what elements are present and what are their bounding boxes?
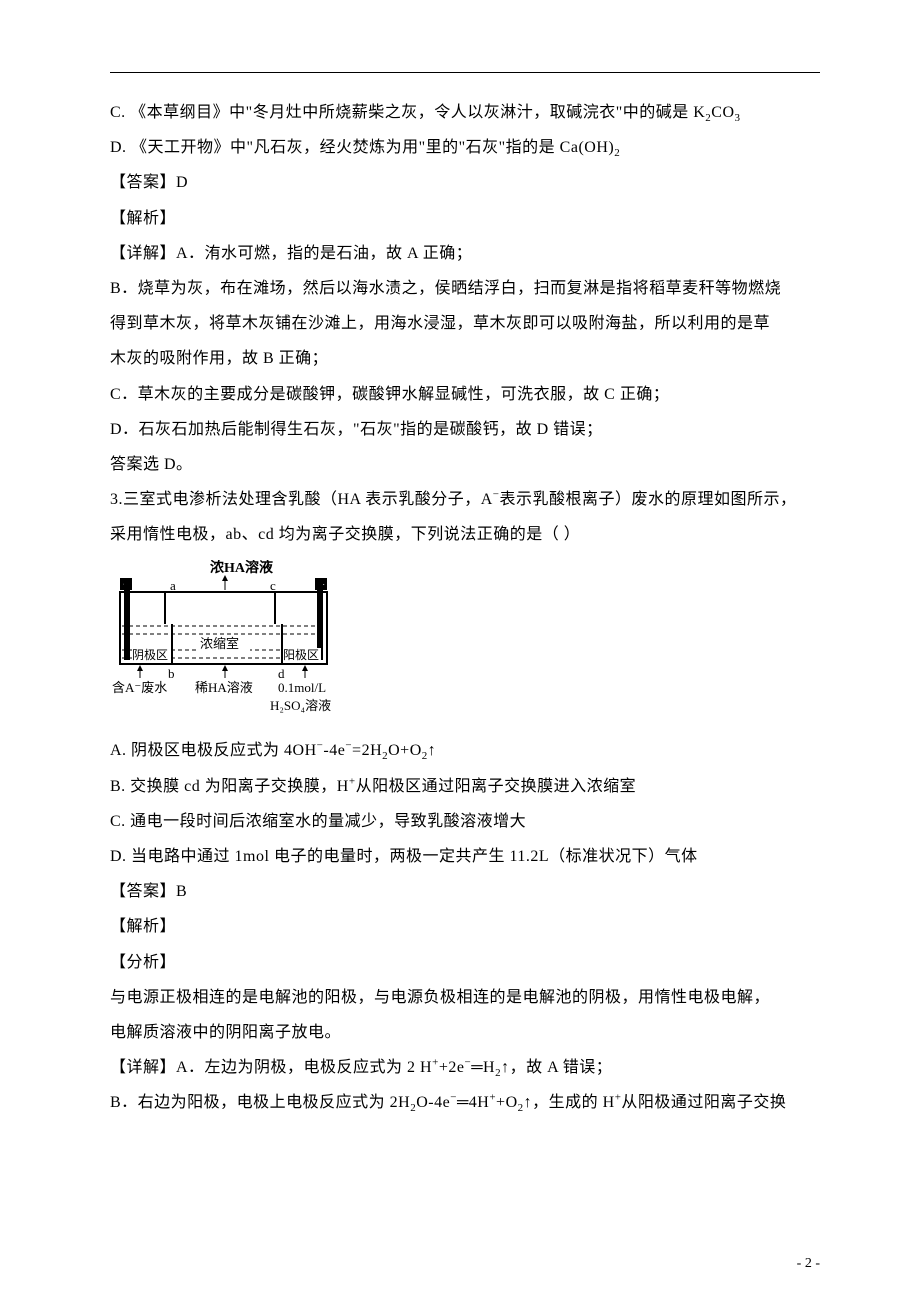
xj2a-sup: +	[432, 1057, 439, 1069]
electrodialysis-diagram: 浓HA溶液 − + a c	[110, 560, 340, 725]
answer-line: 答案选 D。	[110, 447, 820, 482]
option-c-sub2: 3	[735, 112, 741, 124]
opta-1: A. 阴极区电极反应式为 4OH	[110, 742, 317, 759]
opta-arrow: ↑	[428, 742, 437, 759]
label-d: d	[278, 666, 285, 681]
xiangjie-d: D．石灰石加热后能制得生石灰，"石灰"指的是碳酸钙，故 D 错误；	[110, 412, 820, 447]
xiangjie-b2: 得到草木灰，将草木灰铺在沙滩上，用海水浸湿，草木灰即可以吸附海盐，所以利用的是草	[110, 306, 820, 341]
dlabel-br1: 0.1mol/L	[278, 680, 326, 695]
option-c-text: C. 《本草纲目》中"冬月灶中所烧薪柴之灰，令人以灰淋汁，取碱浣衣"中的碱是 K	[110, 104, 705, 121]
xiangjie-b1: B．烧草为灰，布在滩场，然后以海水渍之，侯晒结浮白，扫而复淋是指将稻草麦秆等物燃…	[110, 271, 820, 306]
diagram-svg: 浓HA溶液 − + a c	[110, 560, 340, 725]
label-a-top: a	[170, 578, 176, 593]
q3-option-b: B. 交换膜 cd 为阳离子交换膜，H+从阳极区通过阳离子交换膜进入浓缩室	[110, 769, 820, 804]
option-d: D. 《天工开物》中"凡石灰，经火焚炼为用"里的"石灰"指的是 Ca(OH)2	[110, 130, 820, 165]
dlabel-right-region: 阳极区	[283, 648, 319, 662]
page: C. 《本草纲目》中"冬月灶中所烧薪柴之灰，令人以灰淋汁，取碱浣衣"中的碱是 K…	[0, 0, 920, 1302]
xj2a-1: 【详解】A．左边为阴极，电极反应式为 2 H	[110, 1059, 432, 1076]
answer-1: 【答案】D	[110, 165, 820, 200]
jiexi-2: 【解析】	[110, 909, 820, 944]
label-b: b	[168, 666, 175, 681]
xj2b-mid: O-4e	[416, 1094, 450, 1111]
page-number: - 2 -	[797, 1256, 820, 1272]
cathode	[124, 580, 130, 660]
option-d-text: D. 《天工开物》中"凡石灰，经火焚炼为用"里的"石灰"指的是 Ca(OH)	[110, 139, 614, 156]
dlabel-br2: H₂SO₄溶液	[270, 698, 331, 713]
optb-sup: +	[349, 775, 356, 787]
q3-sup1: −	[493, 489, 500, 501]
xiangjie-b3: 木灰的吸附作用，故 B 正确；	[110, 341, 820, 376]
xj2b-tail: ↑，生成的 H	[524, 1094, 615, 1111]
opta-tail2: O+O	[388, 742, 422, 759]
q3-option-d: D. 当电路中通过 1mol 电子的电量时，两极一定共产生 11.2L（标准状况…	[110, 839, 820, 874]
xj2-a: 【详解】A．左边为阴极，电极反应式为 2 H++2e−═H2↑，故 A 错误；	[110, 1050, 820, 1085]
optb-1: B. 交换膜 cd 为阳离子交换膜，H	[110, 778, 349, 795]
option-c-tail: CO	[711, 104, 734, 121]
xj2b-eq: ═4H	[457, 1094, 489, 1111]
dlabel-bm: 稀HA溶液	[195, 680, 253, 695]
q3-option-c: C. 通电一段时间后浓缩室水的量减少，导致乳酸溶液增大	[110, 804, 820, 839]
opta-mid: -4e	[323, 742, 345, 759]
xj2a-arrow: ↑，故 A 错误；	[501, 1059, 612, 1076]
q3-line1a: 3.三室式电渗析法处理含乳酸（HA 表示乳酸分子，A	[110, 491, 493, 508]
xj2a-eq: ═H	[471, 1059, 495, 1076]
option-d-sub: 2	[614, 147, 620, 159]
xj2a-mid: +2e	[439, 1059, 465, 1076]
q3-line1b: 表示乳酸根离子）废水的原理如图所示，	[500, 491, 797, 508]
xj2b-sup: −	[450, 1092, 457, 1104]
option-c: C. 《本草纲目》中"冬月灶中所烧薪柴之灰，令人以灰淋汁，取碱浣衣"中的碱是 K…	[110, 95, 820, 130]
xj2b-1: B．右边为阳极，电极上电极反应式为 2H	[110, 1094, 410, 1111]
dlabel-mid: 浓缩室	[200, 636, 239, 651]
label-c-top: c	[270, 578, 276, 593]
header-rule	[110, 72, 820, 73]
dlabel-bl: 含A⁻废水	[112, 680, 167, 695]
fenxi-line2: 电解质溶液中的阴阳离子放电。	[110, 1015, 820, 1050]
q3-line1: 3.三室式电渗析法处理含乳酸（HA 表示乳酸分子，A−表示乳酸根离子）废水的原理…	[110, 482, 820, 517]
opta-tail: =2H	[352, 742, 382, 759]
dlabel-left-region: 阴极区	[132, 648, 168, 662]
xiangjie-a: 【详解】A．洧水可燃，指的是石油，故 A 正确；	[110, 236, 820, 271]
xiangjie-c: C．草木灰的主要成分是碳酸钾，碳酸钾水解显碱性，可洗衣服，故 C 正确；	[110, 377, 820, 412]
xj2-b: B．右边为阳极，电极上电极反应式为 2H2O-4e−═4H++O2↑，生成的 H…	[110, 1085, 820, 1120]
fenxi-line1: 与电源正极相连的是电解池的阳极，与电源负极相连的是电解池的阴极，用惰性电极电解，	[110, 980, 820, 1015]
q3-option-a: A. 阴极区电极反应式为 4OH−-4e−=2H2O+O2↑	[110, 733, 820, 768]
dlabel-top: 浓HA溶液	[210, 560, 274, 576]
fenxi-label: 【分析】	[110, 945, 820, 980]
q3-line2: 采用惰性电极，ab、cd 均为离子交换膜，下列说法正确的是（ ）	[110, 517, 820, 552]
xj2b-tail2: 从阳极通过阳离子交换	[621, 1094, 786, 1111]
answer-2: 【答案】B	[110, 874, 820, 909]
xj2b-mid2: +O	[496, 1094, 518, 1111]
jiexi-1: 【解析】	[110, 201, 820, 236]
optb-tail: 从阳极区通过阳离子交换膜进入浓缩室	[356, 778, 637, 795]
